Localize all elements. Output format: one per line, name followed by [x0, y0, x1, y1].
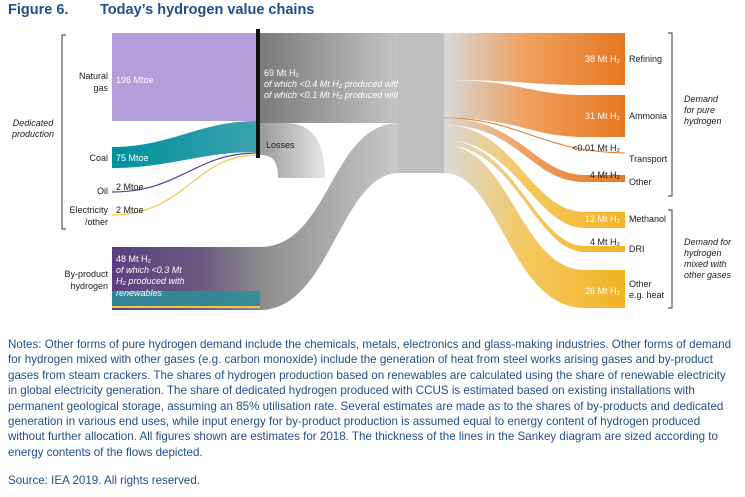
figure-header: Figure 6. Today’s hydrogen value chains — [8, 2, 314, 18]
flow-methanol — [444, 125, 625, 228]
group-label-pure-2: for pure — [684, 105, 715, 115]
label-refining: Refining — [629, 54, 662, 64]
node-coal — [112, 121, 257, 168]
label-natural-gas-1: Natural — [79, 71, 108, 81]
flow-losses — [260, 123, 325, 178]
label-losses: Losses — [266, 140, 295, 150]
node-natural-gas — [112, 33, 257, 121]
group-label-mixed-3: mixed with — [684, 259, 727, 269]
label-byproduct-2: hydrogen — [70, 281, 108, 291]
value-dri: 4 Mt H₂ — [590, 237, 621, 247]
note-byproduct-3: renewables — [116, 288, 163, 298]
flow-electricity — [111, 154, 258, 216]
conversion-bar — [256, 29, 260, 158]
sankey-diagram: Dedicated production 196 Mtoe Natural ga… — [11, 29, 732, 310]
value-electricity: 2 Mtoe — [116, 205, 144, 215]
flow-oil — [111, 152, 258, 193]
group-label-mixed-4: other gases — [684, 270, 732, 280]
value-other-pure: 4 Mt H₂ — [590, 170, 621, 180]
group-label-dedicated: Dedicated — [13, 118, 55, 128]
group-label-mixed-2: hydrogen — [684, 248, 722, 258]
label-transport: Transport — [629, 154, 668, 164]
label-natural-gas-2: gas — [93, 83, 108, 93]
flow-dedicated-h2 — [260, 33, 398, 123]
bracket-dedicated — [61, 34, 66, 230]
value-natural-gas: 196 Mtoe — [116, 75, 154, 85]
label-byproduct-1: By-product — [64, 269, 108, 279]
byproduct-yellow-line — [112, 306, 260, 308]
figure-title: Today’s hydrogen value chains — [100, 2, 315, 18]
note-renewables: of which <0.1 Mt H₂ produced with renewa… — [264, 90, 450, 100]
group-label-mixed-1: Demand for — [684, 237, 732, 247]
hub-column — [398, 33, 444, 173]
figure-number: Figure 6. — [8, 2, 69, 18]
byproduct-renewables-strip — [112, 291, 260, 306]
flow-byproduct-link — [260, 123, 398, 310]
notes-paragraph: Notes: Other forms of pure hydrogen dema… — [8, 338, 732, 459]
group-label-pure-1: Demand — [684, 94, 719, 104]
note-byproduct-1: of which <0.3 Mt — [116, 265, 182, 275]
value-coal: 75 Mtoe — [116, 153, 149, 163]
value-dedicated-h2: 69 Mt H₂ — [264, 68, 300, 78]
flow-ammonia — [444, 80, 625, 137]
label-electricity-2: /other — [85, 217, 108, 227]
bracket-pure — [668, 32, 673, 197]
flow-refining — [444, 33, 625, 85]
note-ccus: of which <0.4 Mt H₂ produced with CCUS — [264, 79, 429, 89]
value-transport: <0.01 Mt H₂ — [572, 143, 620, 153]
value-byproduct: 48 Mt H₂ — [116, 254, 152, 264]
flow-transport — [443, 117, 626, 154]
value-oil: 2 Mtoe — [116, 182, 144, 192]
label-methanol: Methanol — [629, 214, 666, 224]
label-ammonia: Ammonia — [629, 111, 667, 121]
label-coal: Coal — [89, 153, 108, 163]
value-refining: 38 Mt H₂ — [585, 54, 621, 64]
note-byproduct-2: H₂ produced with — [116, 276, 184, 286]
bracket-mixed — [668, 209, 673, 309]
group-label-pure-3: hydrogen — [684, 116, 722, 126]
value-other-heat: 26 Mt H₂ — [585, 286, 621, 296]
value-methanol: 12 Mt H₂ — [585, 214, 621, 224]
value-ammonia: 31 Mt H₂ — [585, 111, 621, 121]
source-line: Source: IEA 2019. All rights reserved. — [8, 474, 201, 487]
label-electricity-1: Electricity — [69, 205, 108, 215]
label-other-heat-1: Other — [629, 279, 652, 289]
label-other-heat-2: e.g. heat — [629, 290, 665, 300]
label-oil: Oil — [97, 186, 108, 196]
label-other-pure: Other — [629, 177, 652, 187]
group-label-dedicated-2: production — [11, 129, 54, 139]
label-dri: DRI — [629, 244, 645, 254]
flow-other-heat — [444, 145, 625, 308]
flow-other-pure — [444, 118, 625, 182]
